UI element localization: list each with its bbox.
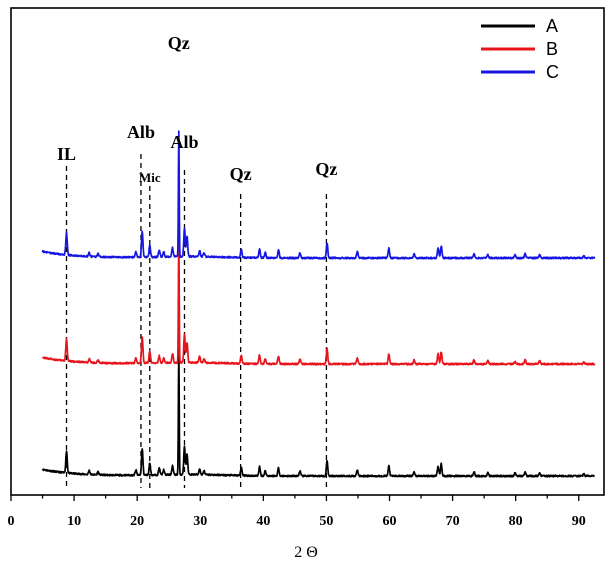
- phase-annotation: Alb: [170, 132, 198, 152]
- x-tick-label: 80: [509, 514, 523, 529]
- series-line-a: [41, 348, 596, 478]
- series-line-c: [41, 130, 596, 260]
- phase-annotation: Mic: [139, 170, 161, 185]
- series-line-b: [42, 237, 596, 366]
- x-tick-label: 60: [383, 514, 397, 529]
- plot-frame: [10, 7, 605, 496]
- x-axis-label: 2 Θ: [294, 544, 318, 561]
- x-tick-label: 50: [319, 514, 333, 529]
- x-tick-label: 10: [67, 514, 81, 529]
- legend-label-c: C: [546, 62, 559, 82]
- legend-label-a: A: [546, 16, 558, 36]
- x-tick-label: 70: [446, 514, 460, 529]
- phase-annotation: Qz: [315, 159, 337, 179]
- legend-label-b: B: [546, 39, 558, 59]
- x-tick-label: 90: [572, 514, 586, 529]
- x-tick-label: 30: [193, 514, 207, 529]
- phase-annotation: Qz: [168, 33, 190, 53]
- x-tick-label: 20: [130, 514, 144, 529]
- x-tick-label: 40: [256, 514, 270, 529]
- phase-annotation: Qz: [230, 164, 252, 184]
- x-tick-label: 0: [8, 514, 15, 529]
- phase-annotation: Alb: [127, 122, 155, 142]
- phase-annotation: IL: [57, 144, 76, 164]
